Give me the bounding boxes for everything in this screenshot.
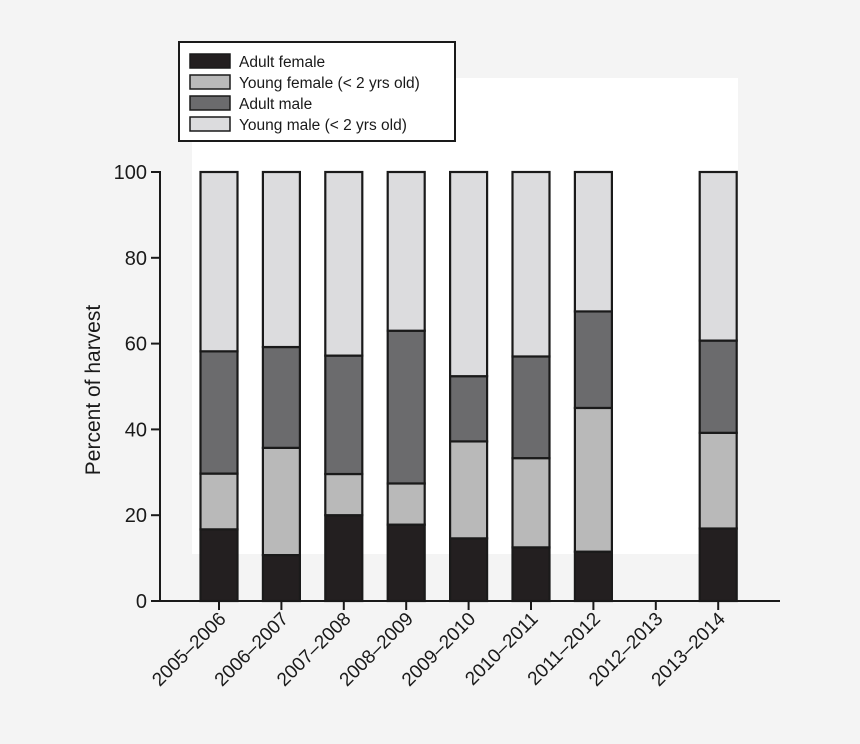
bar-segment xyxy=(511,457,551,549)
bar-segment xyxy=(324,472,364,517)
bar-segment xyxy=(324,514,364,603)
y-tick-label: 80 xyxy=(125,248,147,270)
legend: Adult female Young female (< 2 yrs old) Ad… xyxy=(178,41,456,142)
y-tick-label: 0 xyxy=(136,591,147,613)
bar-segment xyxy=(511,546,551,603)
legend-label: Young male (< 2 yrs old) xyxy=(239,117,407,134)
bar-segment xyxy=(511,355,551,460)
bar-segment xyxy=(199,170,239,353)
legend-swatch xyxy=(189,74,231,90)
legend-swatch xyxy=(189,95,231,111)
bar-segment xyxy=(449,170,489,378)
y-tick-label: 100 xyxy=(114,162,147,184)
bar-segment xyxy=(261,170,301,349)
y-tick-label: 20 xyxy=(125,505,147,527)
y-tick-label: 40 xyxy=(125,419,147,441)
legend-swatch xyxy=(189,116,231,132)
bar-segment xyxy=(386,523,426,603)
bar-segment xyxy=(324,170,364,357)
legend-label: Young female (< 2 yrs old) xyxy=(239,75,420,92)
bar-segment xyxy=(261,446,301,557)
bar-segment xyxy=(573,310,614,410)
bar-segment xyxy=(573,406,614,553)
bar-segment xyxy=(386,482,426,526)
legend-label: Adult female xyxy=(239,54,325,71)
bar-segment xyxy=(511,170,551,358)
bar-segment xyxy=(199,350,239,475)
bar-segment xyxy=(573,170,614,313)
bar-segment xyxy=(324,354,364,476)
bar-segment xyxy=(698,339,738,434)
bar-segment xyxy=(573,550,614,603)
bar-segment xyxy=(386,329,426,485)
y-tick-label: 60 xyxy=(125,334,147,356)
bar-segment xyxy=(698,431,738,530)
bar-segment xyxy=(261,553,301,603)
bar-segment xyxy=(199,472,239,531)
bar-segment xyxy=(698,527,738,603)
bar-segment xyxy=(199,528,239,603)
bar-segment xyxy=(449,440,489,540)
bar-segment xyxy=(449,537,489,603)
bar-segment xyxy=(698,170,738,342)
bar-segment xyxy=(449,375,489,443)
y-axis-label: Percent of harvest xyxy=(82,305,105,476)
legend-label: Adult male xyxy=(239,96,312,113)
legend-swatch xyxy=(189,53,231,69)
bar-segment xyxy=(386,170,426,332)
bar-segment xyxy=(261,345,301,449)
